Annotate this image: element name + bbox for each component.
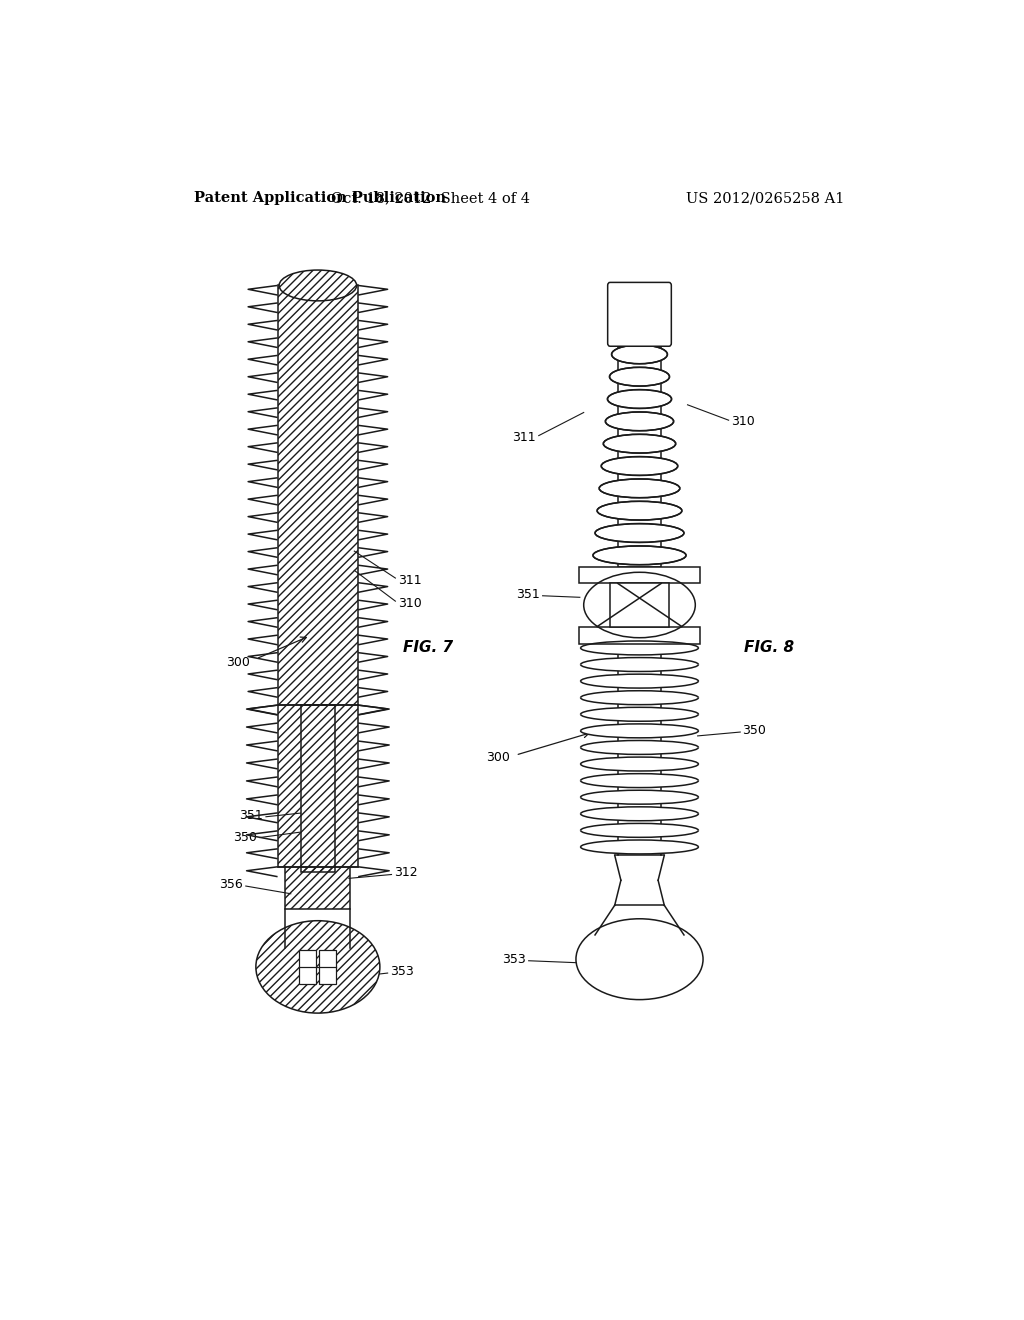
Ellipse shape: [601, 457, 678, 475]
Text: 311: 311: [512, 432, 536, 445]
Text: 311: 311: [397, 574, 421, 587]
Text: 351: 351: [239, 809, 263, 822]
Bar: [278, 285, 358, 705]
Text: Oct. 18, 2012  Sheet 4 of 4: Oct. 18, 2012 Sheet 4 of 4: [331, 191, 529, 206]
Ellipse shape: [581, 657, 698, 672]
Ellipse shape: [256, 921, 380, 1014]
Text: 312: 312: [394, 866, 418, 879]
Bar: [278, 705, 358, 867]
Ellipse shape: [603, 434, 676, 453]
Bar: [319, 949, 337, 985]
Text: 350: 350: [742, 723, 766, 737]
Ellipse shape: [581, 791, 698, 804]
Bar: [278, 285, 358, 705]
Ellipse shape: [581, 840, 698, 854]
Text: 310: 310: [731, 416, 755, 428]
Text: 300: 300: [486, 751, 510, 764]
Bar: [278, 705, 358, 867]
Bar: [579, 627, 700, 644]
Text: 351: 351: [516, 587, 540, 601]
Bar: [286, 867, 350, 909]
Ellipse shape: [593, 546, 686, 565]
Text: US 2012/0265258 A1: US 2012/0265258 A1: [686, 191, 845, 206]
Ellipse shape: [607, 389, 672, 408]
Ellipse shape: [581, 675, 698, 688]
Text: FIG. 8: FIG. 8: [744, 640, 795, 655]
Ellipse shape: [595, 524, 684, 543]
Bar: [278, 705, 358, 867]
Bar: [299, 949, 316, 985]
Bar: [286, 867, 350, 909]
Ellipse shape: [581, 774, 698, 788]
Text: 350: 350: [232, 832, 257, 843]
Text: Patent Application Publication: Patent Application Publication: [194, 191, 445, 206]
Text: 356: 356: [219, 878, 243, 891]
Text: 353: 353: [502, 953, 525, 966]
Ellipse shape: [605, 412, 674, 430]
Bar: [579, 566, 700, 583]
Ellipse shape: [280, 271, 356, 301]
Text: 353: 353: [390, 965, 414, 978]
Bar: [301, 705, 335, 871]
Ellipse shape: [611, 345, 668, 364]
Ellipse shape: [581, 723, 698, 738]
Bar: [278, 285, 358, 705]
FancyBboxPatch shape: [607, 282, 672, 346]
Text: 310: 310: [397, 597, 422, 610]
Bar: [610, 583, 669, 627]
Ellipse shape: [581, 824, 698, 837]
Bar: [286, 867, 350, 909]
Ellipse shape: [575, 919, 703, 999]
Ellipse shape: [609, 367, 670, 385]
Ellipse shape: [581, 758, 698, 771]
Ellipse shape: [599, 479, 680, 498]
Bar: [301, 705, 335, 871]
Text: FIG. 7: FIG. 7: [403, 640, 454, 655]
Ellipse shape: [581, 690, 698, 705]
Ellipse shape: [597, 502, 682, 520]
Bar: [301, 705, 335, 871]
Bar: [617, 343, 662, 566]
Text: 300: 300: [226, 656, 250, 669]
Ellipse shape: [581, 807, 698, 821]
Ellipse shape: [581, 642, 698, 655]
Bar: [617, 640, 662, 855]
Ellipse shape: [581, 741, 698, 755]
Ellipse shape: [581, 708, 698, 721]
